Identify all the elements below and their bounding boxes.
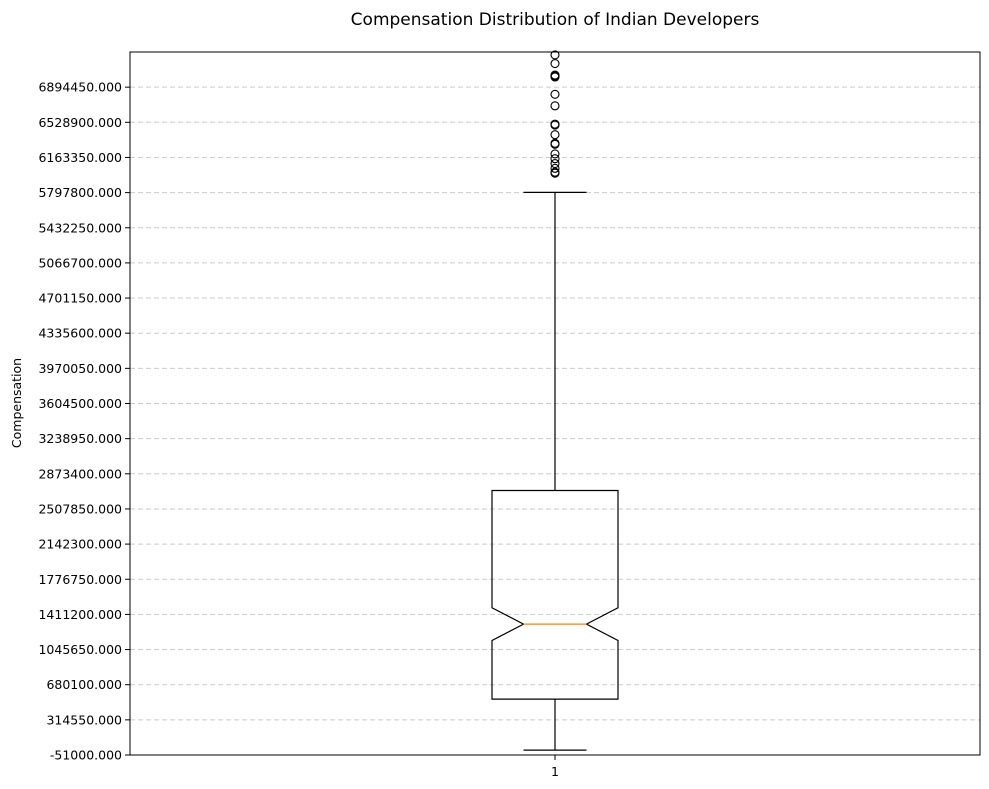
notched-box	[491, 489, 619, 700]
y-tick-label: 4335600.000	[38, 326, 122, 341]
outlier-point	[550, 89, 560, 99]
chart-title: Compensation Distribution of Indian Deve…	[351, 10, 760, 30]
outlier-point	[550, 138, 560, 148]
axis-ticks: -51000.000 314550.000 680100.000 1045650.00…	[38, 80, 558, 779]
outlier-point	[550, 119, 560, 129]
outlier-point	[550, 154, 560, 164]
y-tick-label: 3970050.000	[38, 361, 122, 376]
outlier-point	[550, 163, 560, 173]
outlier-point	[550, 149, 560, 159]
outlier-point	[550, 101, 560, 111]
y-tick-label: 6163350.000	[38, 150, 122, 165]
outlier-point	[550, 70, 560, 80]
y-tick-label: 680100.000	[46, 677, 122, 692]
y-axis-label: Compensation	[9, 358, 24, 448]
outlier-point	[550, 158, 560, 169]
y-tick-label: 3238950.000	[38, 431, 122, 446]
y-tick-label: 1045650.000	[38, 642, 122, 657]
box-layer	[491, 50, 619, 751]
y-tick-label: 2507850.000	[38, 501, 122, 516]
box-1	[491, 50, 619, 751]
y-tick-label: 4701150.000	[38, 291, 122, 306]
y-tick-label: 2873400.000	[38, 466, 122, 481]
y-tick-label: 2142300.000	[38, 537, 122, 552]
y-tick-label: 6894450.000	[38, 80, 122, 95]
y-tick-label: 1411200.000	[38, 607, 122, 622]
y-tick-label: 5797800.000	[38, 185, 122, 200]
x-tick-label: 1	[551, 764, 559, 779]
y-tick-label: 1776750.000	[38, 572, 122, 587]
y-tick-label: 314550.000	[46, 712, 122, 727]
y-tick-label: 3604500.000	[38, 396, 122, 411]
y-tick-label: 5432250.000	[38, 220, 122, 235]
outlier-point	[550, 50, 560, 60]
y-tick-label: 6528900.000	[38, 115, 122, 130]
outlier-point	[550, 167, 560, 177]
y-tick-label: -51000.000	[50, 748, 122, 763]
outlier-point	[550, 58, 560, 69]
outlier-point	[550, 130, 560, 140]
y-tick-label: 5066700.000	[38, 255, 122, 270]
